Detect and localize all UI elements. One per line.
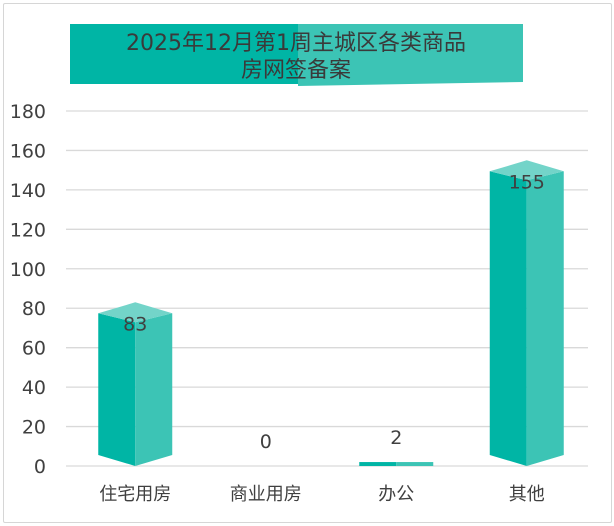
x-category-label: 办公 xyxy=(378,484,414,505)
y-tick-label: 0 xyxy=(34,456,46,478)
x-category-label: 其他 xyxy=(509,484,545,505)
bar-face-right xyxy=(526,171,564,467)
bar-face-right xyxy=(396,462,434,466)
chart-title-line1: 2025年12月第1周主城区各类商品 xyxy=(126,31,466,56)
bar-top xyxy=(489,160,564,181)
data-label: 155 xyxy=(509,171,545,193)
y-tick-label: 60 xyxy=(22,338,46,360)
data-label: 0 xyxy=(260,431,272,453)
bar-3 xyxy=(489,160,564,467)
bar-2 xyxy=(359,462,434,466)
chart-title-box: 2025年12月第1周主城区各类商品 房网签备案 xyxy=(70,24,523,86)
x-category-label: 住宅用房 xyxy=(99,484,171,505)
bar-face-left xyxy=(489,171,527,467)
y-tick-label: 160 xyxy=(10,140,46,162)
x-category-label: 商业用房 xyxy=(230,484,302,505)
data-label: 2 xyxy=(390,427,402,449)
y-tick-label: 180 xyxy=(10,101,46,123)
y-axis-ticks: 0 20 40 60 80 100 120 140 160 180 xyxy=(10,101,46,478)
y-tick-label: 40 xyxy=(22,377,46,399)
y-tick-label: 20 xyxy=(22,417,46,439)
data-label: 83 xyxy=(123,313,147,335)
bar-top xyxy=(98,302,173,323)
bar-0 xyxy=(98,302,173,466)
bars: 83 0 2 155 xyxy=(98,160,564,467)
bar-face-left xyxy=(98,313,136,466)
title-bg-left xyxy=(70,24,298,84)
x-axis-labels: 住宅用房 商业用房 办公 其他 xyxy=(99,484,545,505)
chart-frame xyxy=(3,3,612,523)
y-tick-label: 80 xyxy=(22,298,46,320)
y-tick-label: 140 xyxy=(10,180,46,202)
y-tick-label: 100 xyxy=(10,259,46,281)
title-bg-right xyxy=(298,24,523,86)
chart-title-line2: 房网签备案 xyxy=(241,58,351,83)
bar-face-right xyxy=(135,313,173,466)
bar-face-left xyxy=(359,462,397,466)
y-tick-label: 120 xyxy=(10,219,46,241)
